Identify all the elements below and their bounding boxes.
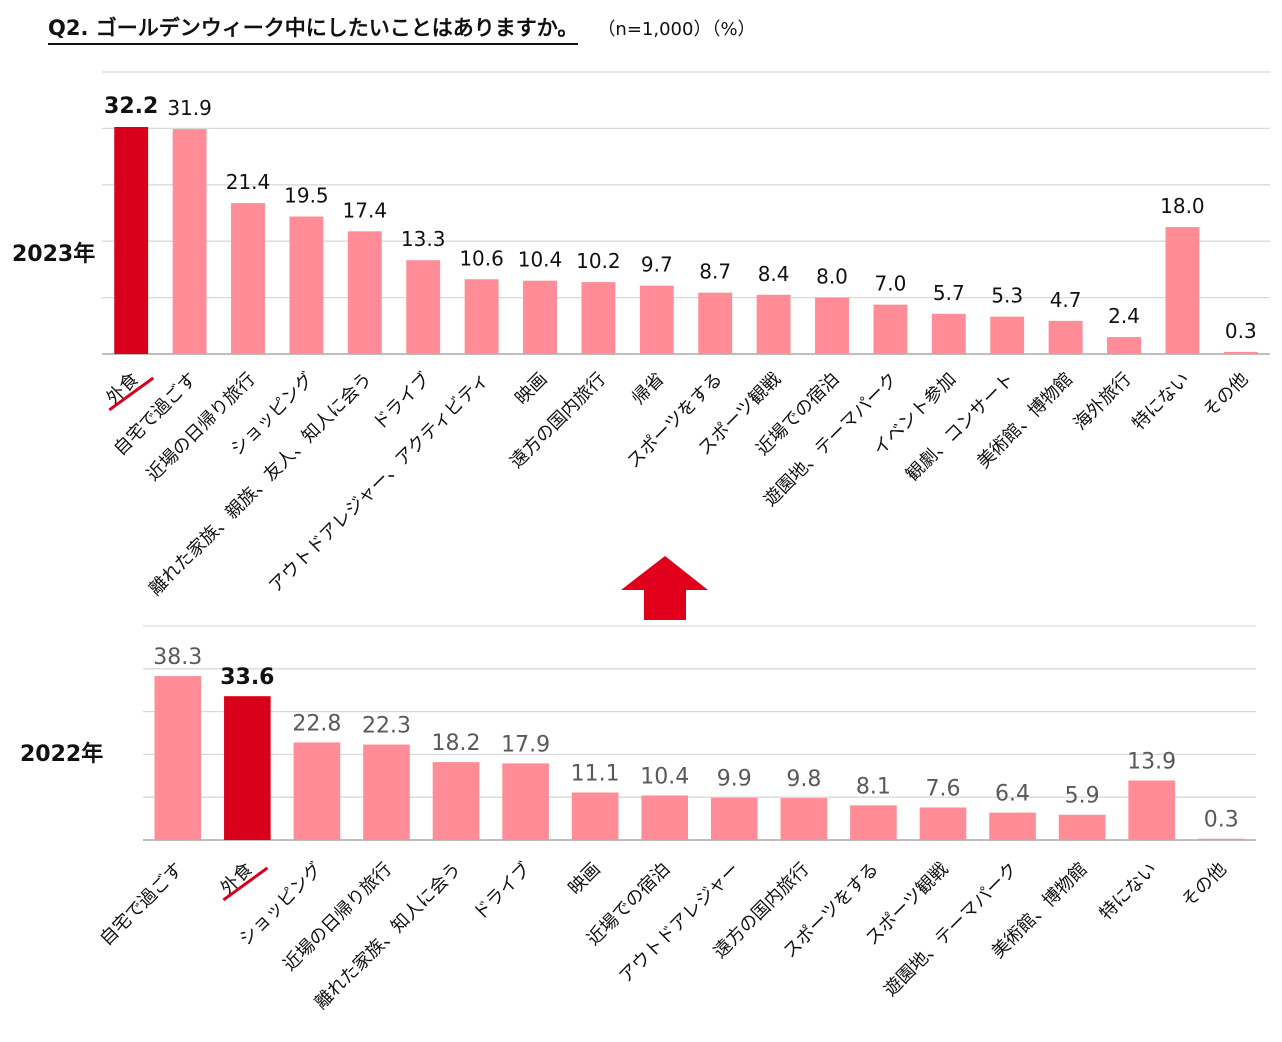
value-label: 13.9 [1127, 750, 1176, 775]
category-label: 観劇、コンサート [902, 369, 1019, 486]
value-label: 22.8 [292, 711, 341, 736]
bar-ショッピング [293, 742, 341, 840]
bar-美術館、博物館 [1048, 320, 1083, 354]
value-label: 17.9 [501, 732, 550, 757]
category-label: 海外旅行 [1070, 369, 1136, 435]
value-label: 9.8 [786, 767, 821, 792]
value-label: 10.4 [518, 248, 563, 272]
value-label: 19.5 [284, 184, 329, 208]
value-label: 11.1 [571, 761, 620, 786]
value-label: 38.3 [153, 645, 202, 670]
bar-観劇、コンサート [990, 316, 1025, 354]
value-label: 13.3 [401, 227, 446, 251]
category-label: アウトドアレジャー [615, 859, 744, 988]
category-label: 特にない [1095, 859, 1161, 925]
value-label: 9.9 [717, 767, 752, 792]
value-label: 4.7 [1050, 288, 1082, 312]
value-label: 2.4 [1108, 304, 1140, 328]
value-label: 10.6 [459, 246, 504, 270]
value-label: 7.6 [925, 776, 960, 801]
year-label-2022: 2022年 [20, 742, 104, 767]
value-label: 22.3 [362, 714, 411, 739]
value-label: 32.2 [104, 94, 158, 119]
category-label: 自宅で過ごす [96, 859, 187, 950]
bar-映画 [571, 792, 619, 840]
bar-美術館、博物館 [1058, 814, 1106, 840]
value-label: 7.0 [874, 272, 906, 296]
bar-海外旅行 [1107, 337, 1141, 354]
chart-2022: 38.3自宅で過ごす33.6外食22.8ショッピング22.3近場の日帰り旅行18… [96, 625, 1256, 1014]
bar-遠方の国内旅行 [780, 798, 828, 840]
bar-ショッピング [289, 216, 324, 354]
bar-近場の日帰り旅行 [363, 744, 410, 840]
bar-離れた家族、親族、友人、知人に会う [347, 231, 382, 354]
value-label: 8.7 [699, 260, 731, 284]
bar-特にない [1165, 227, 1200, 354]
value-label: 31.9 [167, 96, 212, 120]
bar-遠方の国内旅行 [581, 282, 616, 354]
value-label: 0.3 [1225, 319, 1257, 343]
value-label: 0.3 [1204, 808, 1239, 833]
bar-その他 [1223, 351, 1258, 354]
bar-スポーツ観戦 [756, 294, 791, 354]
bar-ドライブ [406, 260, 441, 354]
bar-近場の日帰り旅行 [231, 203, 265, 354]
value-label: 8.0 [816, 265, 848, 289]
value-label: 8.1 [856, 774, 891, 799]
bar-イベント参加 [931, 313, 966, 354]
category-label: 近場の日帰り旅行 [143, 369, 260, 486]
bar-近場での宿泊 [815, 297, 849, 354]
bar-自宅で過ごす [154, 676, 202, 840]
category-label: ドライブ [469, 858, 535, 924]
category-label: その他 [1178, 859, 1231, 912]
bar-近場での宿泊 [641, 795, 689, 840]
title-row: Q2. ゴールデンウィーク中にしたいことはありますか。 （n=1,000）（%） [48, 12, 756, 45]
bar-その他 [1197, 838, 1245, 840]
value-label: 33.6 [220, 665, 274, 690]
value-label: 5.7 [933, 281, 965, 305]
bar-自宅で過ごす [172, 129, 207, 354]
up-arrow-icon [621, 556, 708, 620]
bar-アウトドアレジャー、アクティビティ [464, 279, 499, 354]
chart-2023: 32.2外食31.9自宅で過ごす21.4近場の日帰り旅行19.5ショッピング17… [102, 71, 1270, 600]
sample-note: （n=1,000）（%） [597, 19, 756, 40]
category-label: 映画 [564, 859, 604, 899]
category-label: アウトドアレジャー、アクティビティ [265, 369, 493, 597]
category-label: 遊園地、テーマパーク [880, 859, 1022, 1001]
value-label: 18.2 [432, 731, 481, 756]
bar-特にない [1128, 780, 1175, 840]
bar-スポーツをする [850, 805, 897, 840]
category-label: 映画 [511, 369, 551, 409]
value-label: 21.4 [226, 170, 271, 194]
value-label: 8.4 [758, 262, 790, 286]
question-title: Q2. ゴールデンウィーク中にしたいことはありますか。 [48, 12, 579, 45]
category-label: 特にない [1128, 369, 1194, 435]
bar-アウトドアレジャー [710, 797, 758, 840]
category-label: 離れた家族、知人に会う [311, 859, 466, 1014]
value-label: 5.3 [991, 284, 1023, 308]
bar-外食 [224, 696, 271, 840]
value-label: 18.0 [1160, 194, 1205, 218]
highlight-underline [222, 866, 269, 902]
bar-スポーツをする [698, 292, 733, 354]
value-label: 5.9 [1065, 784, 1100, 809]
bar-離れた家族、知人に会う [432, 762, 480, 840]
value-label: 10.2 [576, 249, 621, 273]
highlight-underline [108, 376, 155, 412]
bar-帰省 [639, 285, 674, 354]
bar-映画 [523, 280, 557, 354]
value-label: 9.7 [641, 253, 673, 277]
category-label: その他 [1199, 369, 1252, 422]
bar-ドライブ [502, 763, 549, 840]
bar-外食 [114, 126, 149, 355]
value-label: 17.4 [343, 198, 388, 222]
value-label: 6.4 [995, 782, 1030, 807]
value-label: 10.4 [640, 764, 689, 789]
year-label-2023: 2023年 [12, 242, 96, 267]
bar-スポーツ観戦 [919, 807, 967, 840]
category-label: 帰省 [628, 369, 668, 409]
bar-遊園地、テーマパーク [873, 304, 908, 354]
bar-遊園地、テーマパーク [989, 812, 1036, 840]
